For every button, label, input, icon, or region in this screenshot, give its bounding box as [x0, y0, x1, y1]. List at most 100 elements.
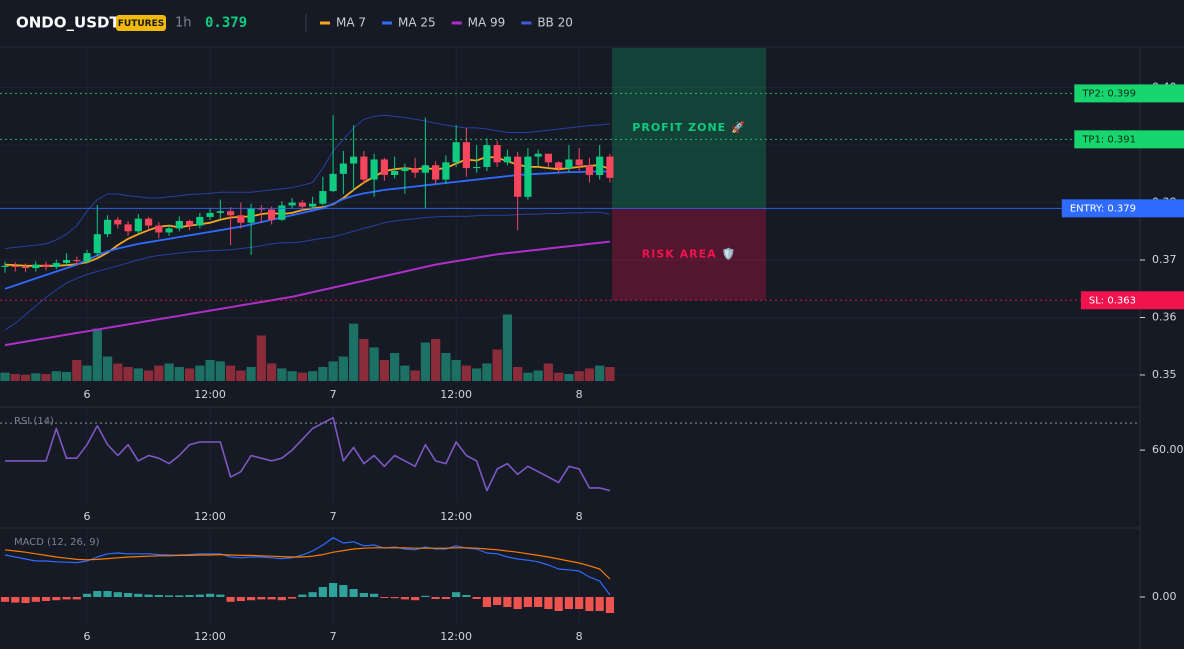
candle-body [206, 212, 214, 217]
candle-body [503, 156, 511, 163]
volume-bar [256, 335, 266, 381]
histogram-bar [267, 597, 276, 600]
histogram-bar [493, 597, 502, 605]
volume-bar [451, 360, 461, 381]
histogram-bar [441, 597, 450, 599]
candle-body [462, 142, 470, 169]
histogram-bar [113, 592, 122, 597]
candle-body [442, 162, 450, 180]
volume-bar [184, 368, 195, 381]
volume-bar [605, 367, 615, 381]
histogram-bar [82, 593, 92, 597]
x-tick-label: 8 [576, 510, 583, 523]
candle-body [165, 228, 173, 233]
histogram-bar [575, 597, 584, 609]
histogram-bar [144, 594, 153, 597]
histogram-bar [205, 593, 215, 597]
volume-bar [431, 339, 441, 381]
volume-bar [225, 365, 236, 381]
histogram-bar [62, 597, 71, 600]
candle-body [185, 220, 194, 226]
candle-body [606, 156, 614, 178]
histogram-bar [298, 594, 307, 597]
badge-bg [116, 15, 166, 31]
level-label: TP1: 0.391 [1081, 134, 1136, 145]
candle-body [493, 145, 501, 163]
candle-body [124, 224, 132, 232]
candle-body [514, 156, 522, 197]
histogram-bar [175, 595, 184, 597]
candle-body [103, 219, 112, 235]
candle-body [483, 145, 491, 167]
histogram-bar [185, 595, 194, 597]
histogram-bar [216, 594, 225, 597]
volume-bar [461, 365, 472, 381]
histogram-bar [400, 597, 409, 600]
zone [612, 208, 766, 301]
histogram-bar [11, 597, 20, 603]
histogram-bar [431, 597, 440, 599]
volume-bar [307, 371, 318, 381]
zone [612, 48, 766, 209]
candle-body [93, 234, 101, 254]
volume-bar [92, 328, 102, 381]
volume-bar [205, 360, 215, 381]
volume-bar [297, 372, 307, 381]
volume-bar [338, 356, 348, 381]
histogram-bar [513, 597, 522, 609]
histogram-bar [0, 597, 10, 602]
zone-label: PROFIT ZONE 🚀 [632, 121, 745, 134]
legend-label: MA 99 [468, 16, 506, 30]
y-tick-label: 0.35 [1152, 368, 1177, 381]
histogram-bar [123, 593, 133, 597]
candle-body [114, 219, 122, 225]
volume-bar [102, 356, 113, 381]
histogram-bar [472, 597, 481, 599]
level-tag [1074, 130, 1184, 149]
volume-bar [420, 342, 431, 381]
candle-body [196, 216, 204, 226]
candle-body [534, 153, 542, 157]
badge: FUTURES [118, 19, 164, 29]
volume-bar [174, 367, 184, 381]
volume-bar [595, 365, 605, 381]
histogram-bar [421, 595, 430, 597]
histogram-bar [154, 595, 163, 597]
interval: 1h [175, 16, 192, 31]
candle-body [42, 264, 50, 267]
volume-bar [369, 347, 379, 381]
candle-body [339, 163, 347, 174]
candle-body [257, 208, 265, 210]
candle-body [216, 211, 224, 213]
x-tick-label: 6 [84, 630, 91, 643]
candle-body [544, 153, 553, 163]
volume-bar [584, 368, 595, 381]
candle-body [247, 208, 255, 223]
candle-body [380, 159, 388, 175]
volume-bar [523, 372, 533, 381]
x-tick-label: 12:00 [194, 630, 226, 643]
symbol: ONDO_USDT [16, 14, 120, 32]
x-tick-label: 7 [330, 388, 337, 401]
histogram-bar [41, 597, 51, 601]
volume-bar [502, 314, 513, 381]
candle-body [298, 202, 306, 207]
volume-bar [410, 370, 420, 381]
volume-bar [82, 365, 92, 381]
candle-body [585, 165, 594, 175]
histogram-bar [585, 597, 594, 611]
candle-body [565, 159, 573, 169]
candle-body [226, 211, 235, 216]
legend-label: BB 20 [537, 16, 573, 30]
volume-bar [564, 374, 574, 381]
candle-body [411, 168, 419, 173]
candle-body [360, 156, 368, 180]
volume-bar [10, 374, 20, 381]
panel-title: RSI (14) [14, 416, 54, 427]
candle-body [268, 209, 276, 220]
candle-body [575, 159, 583, 166]
level-label: SL: 0.363 [1089, 295, 1136, 306]
x-tick-label: 6 [84, 510, 91, 523]
volume-bar [554, 372, 564, 381]
